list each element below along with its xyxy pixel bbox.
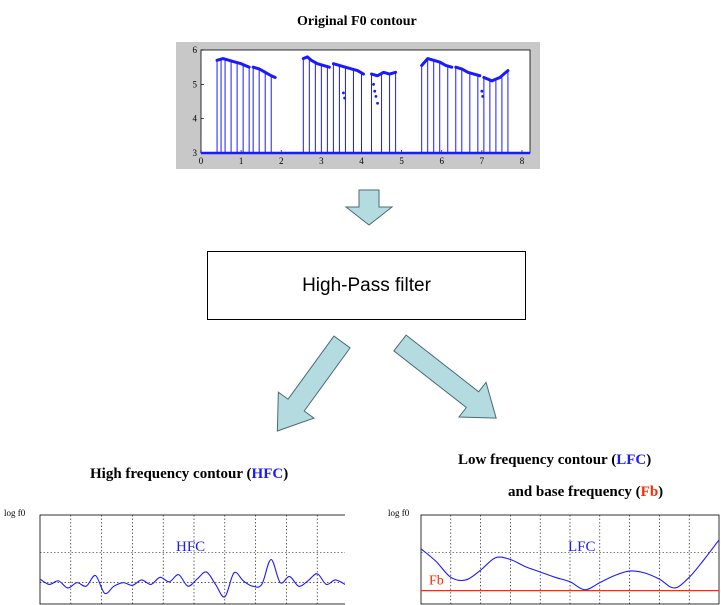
y-axis-label: log f0 bbox=[388, 509, 410, 518]
filter-label: High-Pass filter bbox=[302, 274, 431, 296]
voiced-segment bbox=[331, 62, 365, 76]
outlier-point bbox=[343, 96, 347, 100]
x-tick-label: 3 bbox=[319, 156, 324, 166]
original-f0-chart: 0 1 2 3 4 5 6 7 8 3 4 5 6 bbox=[176, 42, 540, 169]
voiced-segment bbox=[454, 65, 482, 78]
hfc-title: High frequency contour (HFC) bbox=[90, 466, 288, 483]
down-arrow-icon bbox=[344, 189, 394, 226]
y-tick-label: 6 bbox=[193, 45, 198, 55]
lfc-title-prefix: Low frequency contour ( bbox=[458, 452, 617, 468]
outlier-point bbox=[372, 82, 375, 86]
y-tick-label: 3 bbox=[193, 148, 198, 158]
voiced-segment bbox=[251, 65, 277, 79]
plot-area bbox=[200, 49, 531, 154]
lfc-title-suffix: ) bbox=[646, 452, 652, 468]
base-frequency-title: and base frequency (Fb) bbox=[508, 484, 663, 501]
outlier-point bbox=[373, 89, 377, 93]
original-contour-title: Original F0 contour bbox=[297, 14, 417, 29]
outlier-point bbox=[480, 89, 484, 93]
x-tick-label: 8 bbox=[520, 156, 525, 166]
x-tick-label: 0 bbox=[199, 156, 204, 166]
lfc-title: Low frequency contour (LFC) bbox=[458, 452, 651, 469]
outlier-point bbox=[374, 94, 378, 98]
y-tick-label: 5 bbox=[193, 79, 198, 89]
arrow-to-hfc-icon bbox=[276, 335, 351, 432]
contour-line bbox=[420, 539, 720, 591]
x-tick-label: 2 bbox=[279, 156, 284, 166]
x-tick-label: 1 bbox=[239, 156, 244, 166]
x-tick-label: 7 bbox=[480, 156, 485, 166]
base-title-abbr: Fb bbox=[640, 484, 659, 500]
high-pass-filter-box: High-Pass filter bbox=[207, 251, 526, 320]
original-f0-plot: 0 1 2 3 4 5 6 7 8 3 4 5 6 bbox=[176, 42, 540, 169]
voiced-segment bbox=[420, 57, 454, 69]
outlier-point bbox=[376, 101, 379, 105]
y-tick-label: 4 bbox=[193, 114, 198, 124]
hfc-title-prefix: High frequency contour ( bbox=[90, 466, 252, 482]
x-tick-label: 5 bbox=[399, 156, 404, 166]
base-title-suffix: ) bbox=[658, 484, 664, 500]
contour-line bbox=[39, 558, 345, 598]
base-frequency-label: Fb bbox=[429, 574, 444, 589]
hfc-title-suffix: ) bbox=[283, 466, 289, 482]
lfc-chart: log f0 Fb LFC bbox=[388, 509, 720, 605]
voiced-segment bbox=[482, 69, 510, 83]
voiced-segment bbox=[370, 70, 398, 78]
hfc-title-abbr: HFC bbox=[251, 466, 284, 482]
x-tick-label: 4 bbox=[359, 156, 364, 166]
lfc-title-abbr: LFC bbox=[616, 452, 647, 468]
plot-area bbox=[39, 514, 345, 605]
arrow-to-lfc-icon bbox=[393, 334, 497, 419]
contour-annotation: HFC bbox=[176, 539, 205, 555]
outlier-point bbox=[481, 94, 485, 98]
outlier-point bbox=[342, 91, 345, 95]
x-tick-label: 6 bbox=[439, 156, 444, 166]
voiced-segment bbox=[301, 55, 331, 69]
voiced-segment bbox=[215, 57, 251, 69]
hfc-chart: log f0 HFC bbox=[4, 509, 345, 605]
contour-annotation: LFC bbox=[568, 539, 596, 555]
base-title-prefix: and base frequency ( bbox=[508, 484, 641, 500]
y-axis-label: log f0 bbox=[4, 509, 26, 518]
